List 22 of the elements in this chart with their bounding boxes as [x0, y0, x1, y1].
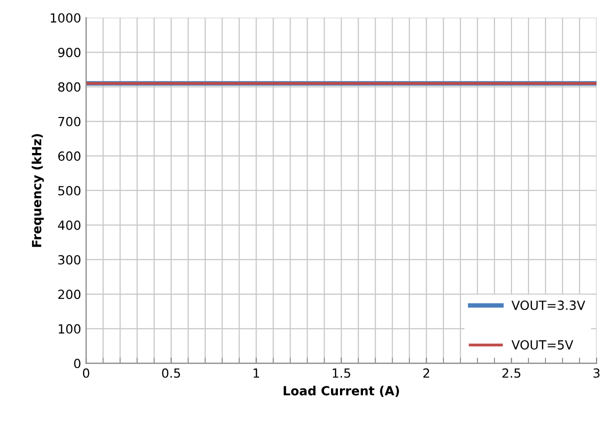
y-tick-label: 400 — [58, 220, 80, 230]
y-tick-label: 300 — [58, 255, 80, 265]
legend-label: VOUT=5V — [512, 340, 574, 350]
x-tick-label: 2 — [423, 368, 430, 378]
y-tick-label: 700 — [58, 116, 80, 126]
y-tick-label: 100 — [58, 324, 80, 334]
x-tick-label: 2.5 — [502, 368, 520, 378]
x-tick-label: 1.5 — [332, 368, 350, 378]
x-tick-label: 3 — [594, 368, 600, 378]
y-axis-title: Frequency (kHz) — [32, 134, 44, 247]
x-tick-label: 1 — [254, 368, 260, 378]
y-tick-label: 1000 — [50, 13, 80, 23]
y-tick-label: 900 — [58, 48, 80, 58]
y-tick-label: 0 — [74, 358, 80, 368]
y-tick-label: 600 — [58, 151, 80, 161]
x-tick-label: 0 — [82, 368, 90, 378]
y-tick-label: 800 — [58, 82, 80, 92]
legend-label: VOUT=3.3V — [512, 300, 586, 310]
y-tick-label: 200 — [58, 290, 80, 300]
y-tick-label: 500 — [58, 186, 80, 196]
x-tick-label: 0.5 — [162, 368, 180, 378]
x-axis-title: Load Current (A) — [284, 386, 399, 397]
